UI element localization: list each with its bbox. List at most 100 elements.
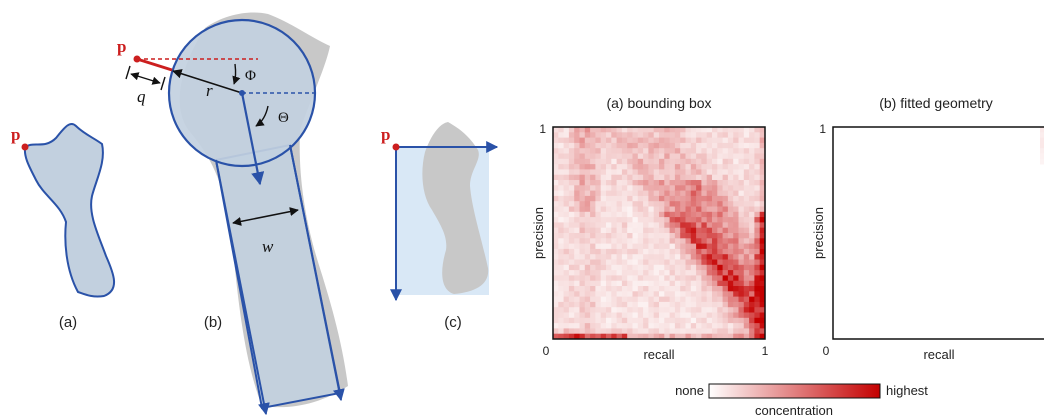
heatmap-a-cell	[738, 233, 745, 239]
heatmap-a-cell	[568, 201, 575, 207]
heatmap-a-cell	[706, 291, 713, 297]
heatmap-a-cell	[727, 328, 734, 335]
heatmap-a-cell	[621, 201, 628, 207]
heatmap-a-cell	[712, 301, 718, 308]
heatmap-a-cell	[722, 243, 729, 250]
heatmap-a-cell	[574, 148, 580, 154]
heatmap-a-cell	[754, 307, 761, 313]
heatmap-a-cell	[611, 254, 617, 260]
heatmap-a-cell	[659, 301, 665, 308]
heatmap-a-cell	[696, 301, 702, 308]
heatmap-a-cell	[738, 180, 745, 186]
heatmap-a-cell	[637, 211, 644, 218]
heatmap-a-cell	[590, 217, 596, 223]
heatmap-a-cell	[659, 328, 665, 335]
rect-left-edge-arrow	[215, 159, 270, 416]
heatmap-a-cell	[574, 233, 580, 239]
heatmap-a-cell	[579, 259, 586, 266]
heatmap-a-cell	[717, 243, 723, 250]
heatmap-a-cell	[674, 127, 681, 133]
heatmap-a-cell	[553, 132, 559, 138]
heatmap-a-cell	[712, 238, 718, 244]
heatmap-a-cell	[616, 132, 623, 138]
heatmap-a-cell	[754, 328, 761, 335]
heatmap-a-cell	[558, 190, 564, 197]
heatmap-a-cell	[595, 280, 602, 287]
heatmap-a-cell	[637, 233, 644, 239]
heatmap-a-cell	[733, 270, 739, 276]
heatmap-a-cell	[579, 164, 586, 170]
heatmap-a-cell	[738, 211, 745, 218]
heatmap-a-cell	[717, 148, 723, 154]
heatmap-a-cell	[563, 286, 570, 292]
heatmap-a-cell	[627, 259, 633, 266]
heatmap-a-cell	[627, 323, 633, 329]
heatmap-a-cell	[637, 132, 644, 138]
heatmap-a-cell	[759, 137, 766, 144]
heatmap-a-cell	[558, 217, 564, 223]
heatmap-a-cell	[637, 238, 644, 244]
heatmap-a-cell	[680, 190, 686, 197]
heatmap-a-cell	[611, 243, 617, 250]
heatmap-a-cell	[637, 333, 644, 340]
heatmap-a-cell	[706, 195, 713, 202]
heatmap-a-cell	[595, 238, 602, 244]
heatmap-a-cell	[643, 206, 649, 213]
heatmap-a-cell	[643, 280, 649, 287]
heatmap-a-cell	[712, 217, 718, 223]
heatmap-a-cell	[637, 153, 644, 160]
heatmap-a-cell	[759, 333, 766, 340]
heatmap-a-cell	[606, 148, 612, 154]
heatmap-a-cell	[563, 296, 570, 303]
heatmap-a-cell	[722, 317, 729, 324]
heatmap-a-cell	[664, 195, 670, 202]
heatmap-a-cell	[579, 317, 586, 324]
heatmap-a-cell	[743, 148, 750, 154]
heatmap-a-cell	[653, 301, 660, 308]
heatmap-a-cell	[621, 217, 628, 223]
heatmap-a-cell	[701, 211, 708, 218]
heatmap-a-cell	[574, 270, 580, 276]
heatmap-a-cell	[743, 169, 750, 176]
heatmap-a-cell	[600, 185, 607, 191]
heatmap-a-cell	[706, 142, 713, 149]
heatmap-a-cell	[558, 259, 564, 266]
heatmap-a-cell	[637, 286, 644, 292]
colorbar-title: concentration	[755, 403, 833, 418]
heatmap-a-cell	[568, 142, 575, 149]
heatmap-a-cell	[733, 174, 739, 181]
heatmap-a-cell	[659, 238, 665, 244]
heatmap-a-cell	[611, 333, 617, 340]
heatmap-a-cell	[659, 248, 665, 255]
heatmap-a-cell	[749, 169, 755, 176]
heatmap-a-cell	[706, 174, 713, 181]
heatmap-a-cell	[738, 190, 745, 197]
heatmap-a-cell	[579, 312, 586, 319]
heatmap-a-cell	[595, 270, 602, 276]
heatmap-a-cell	[759, 158, 766, 165]
heatmap-a-cell	[595, 275, 602, 282]
heatmap-a-cell	[685, 280, 692, 287]
point-p-a	[21, 143, 29, 151]
heatmap-a-cell	[616, 148, 623, 154]
heatmap-a-cell	[685, 217, 692, 223]
heatmap-a-cell	[584, 307, 591, 313]
heatmap-a-cell	[553, 233, 559, 239]
heatmap-a-cell	[627, 286, 633, 292]
heatmap-a-cell	[611, 264, 617, 271]
heatmap-a-cell	[690, 270, 697, 276]
heatmap-a-cell	[627, 153, 633, 160]
heatmap-a-cell	[738, 153, 745, 160]
heatmap-a-cell	[590, 259, 596, 266]
heatmap-a-cell	[616, 190, 623, 197]
heatmap-a-cell	[664, 233, 670, 239]
heatmap-a-cell	[674, 217, 681, 223]
heatmap-a-cell	[595, 323, 602, 329]
heatmap-a-cell	[727, 254, 734, 260]
heatmap-a-cell	[643, 137, 649, 144]
heatmap-a-cell	[738, 227, 745, 234]
heatmap-a-cell	[606, 243, 612, 250]
heatmap-a-cell	[632, 148, 639, 154]
heatmap-a-cell	[653, 227, 660, 234]
heatmap-a-cell	[664, 174, 670, 181]
